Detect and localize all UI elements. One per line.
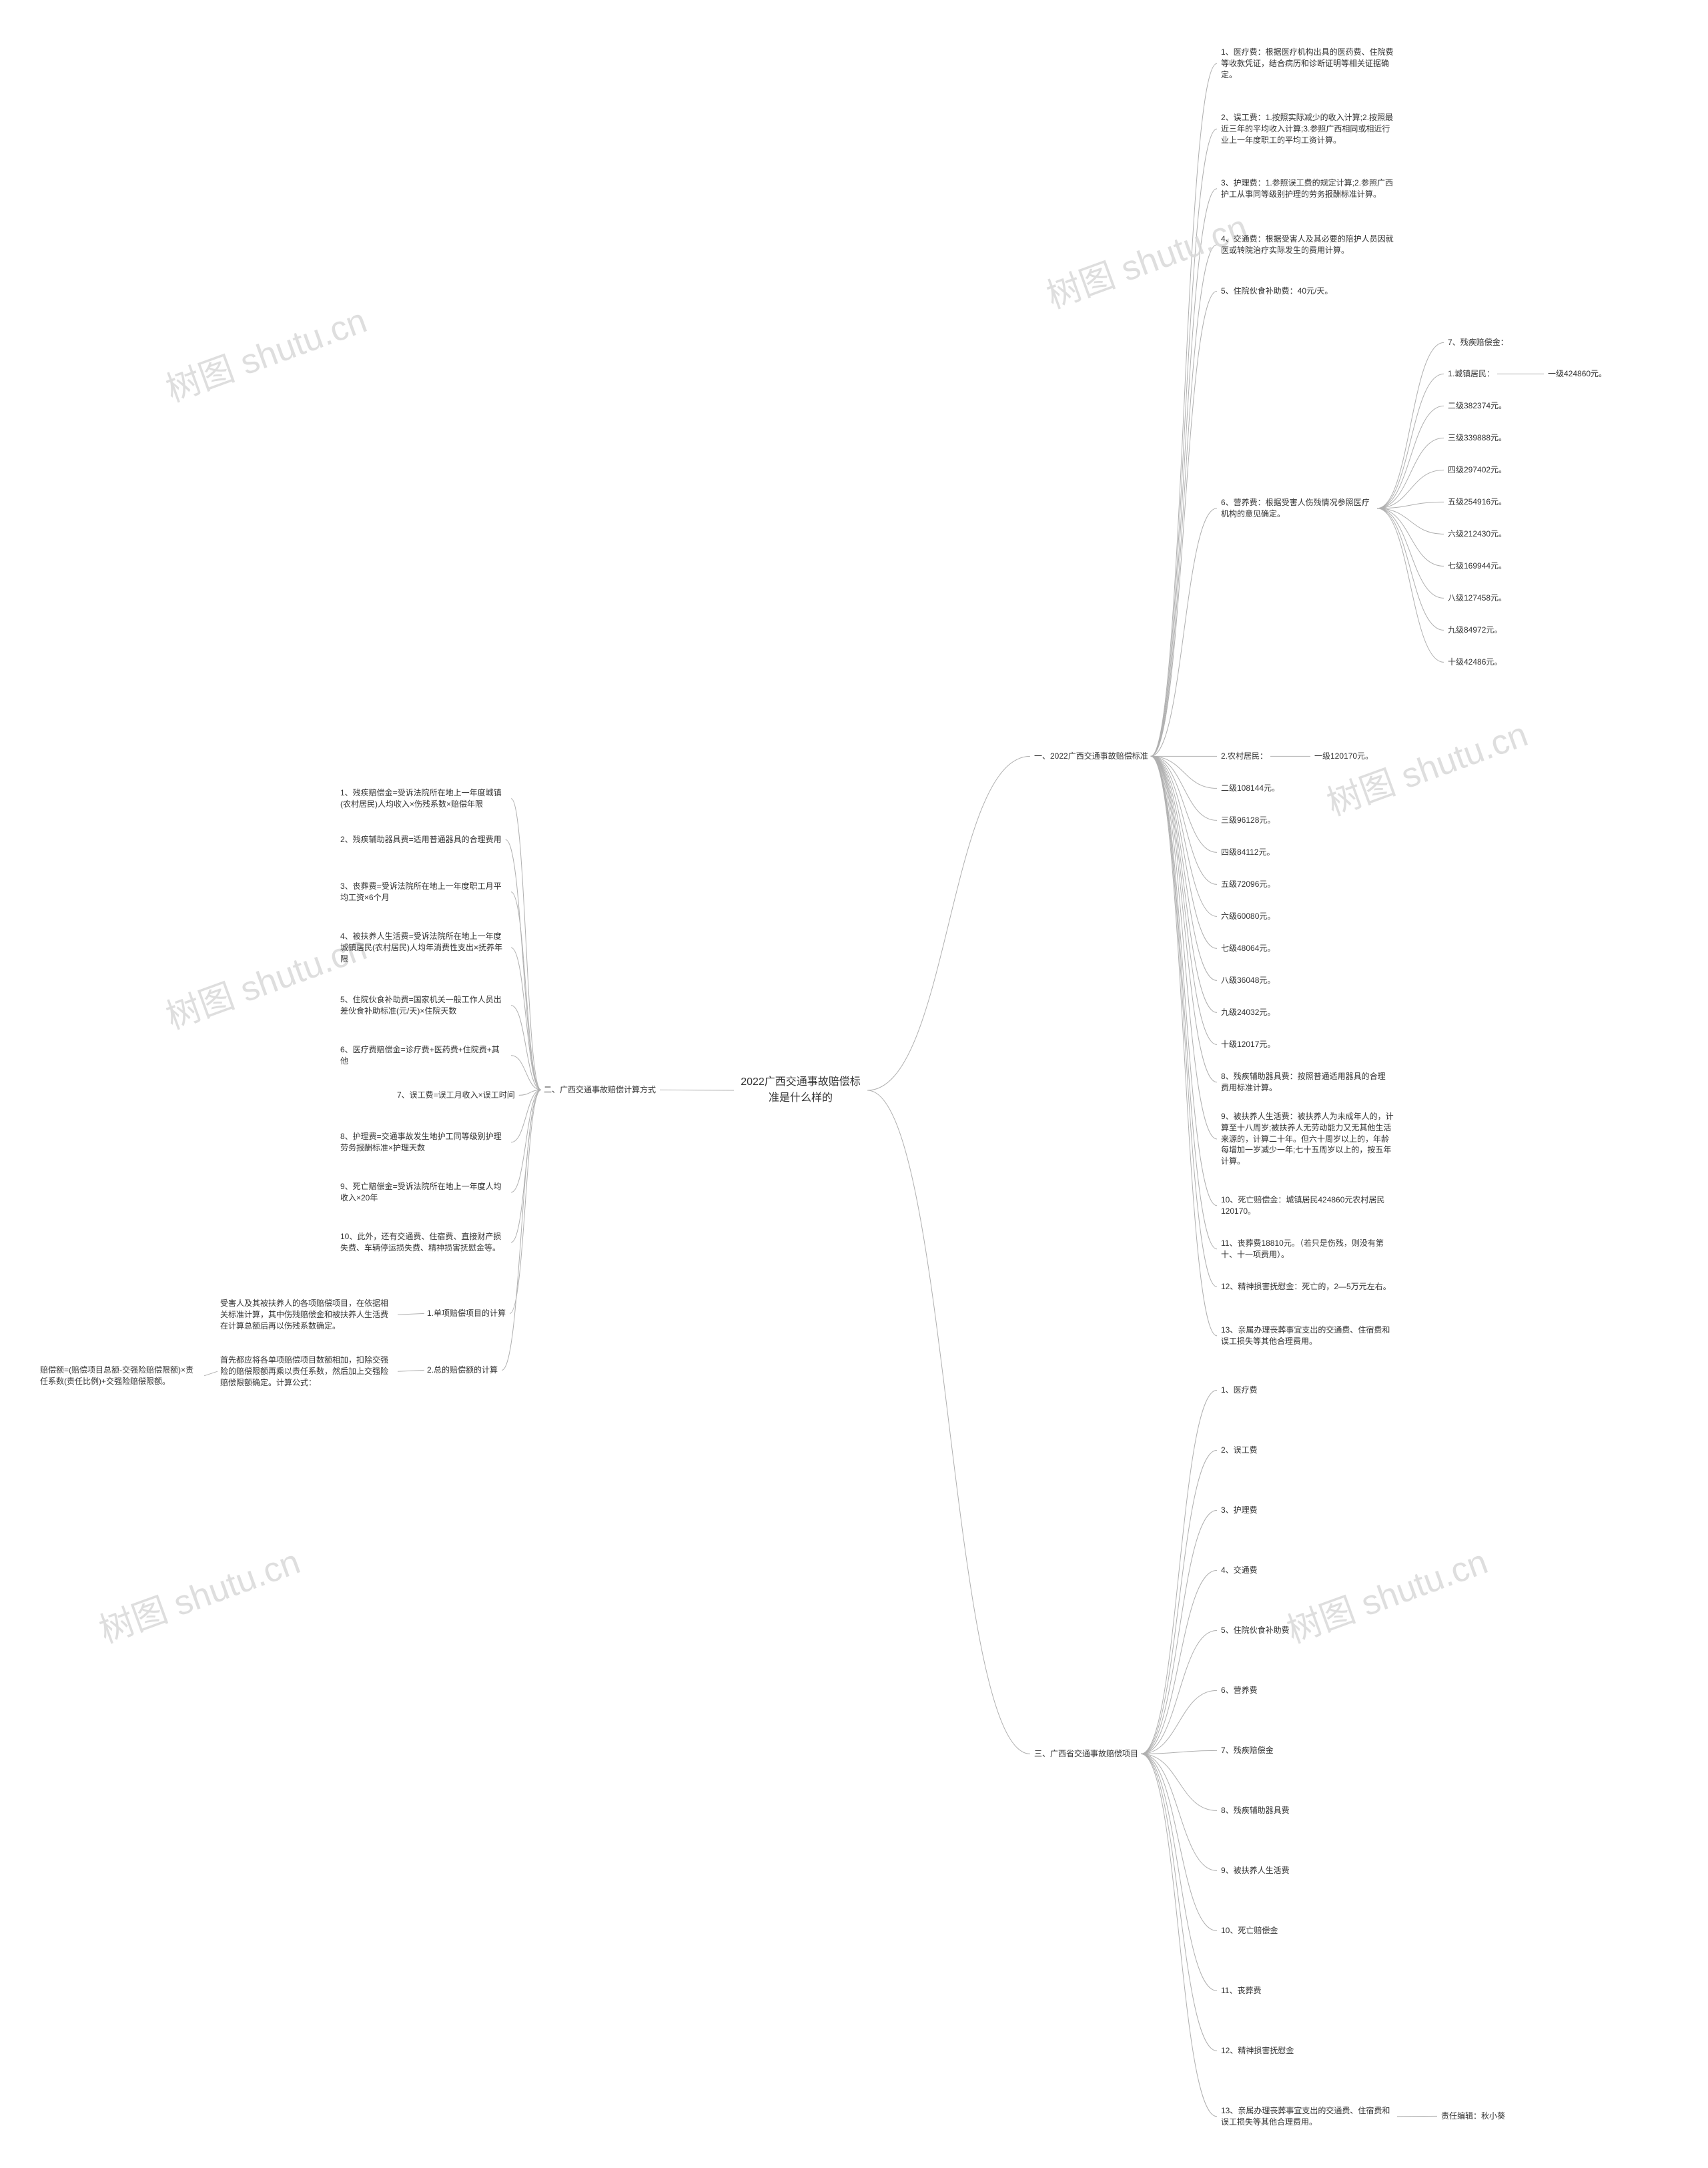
urban-level: 一级424860元。 [1548, 368, 1607, 380]
section-1-tail: 11、丧葬费18810元。（若只是伤残，则没有第十、十一项费用）。 [1221, 1238, 1394, 1260]
section-2-item: 9、死亡赔偿金=受诉法院所在地上一年度人均收入×20年 [340, 1181, 507, 1204]
section-2-title: 二、广西交通事故赔偿计算方式 [544, 1084, 656, 1096]
section-2-sub2-label: 2.总的赔偿额的计算 [427, 1365, 498, 1376]
watermark: 树图 shutu.cn [1279, 1533, 1494, 1652]
urban-level: 三级339888元。 [1448, 432, 1507, 444]
section-1-tail: 8、残疾辅助器具费：按照普通适用器具的合理费用标准计算。 [1221, 1071, 1388, 1094]
section-3-title: 三、广西省交通事故赔偿项目 [1034, 1748, 1138, 1760]
rural-level: 一级120170元。 [1314, 751, 1373, 762]
disability-rural: 2.农村居民： [1221, 751, 1268, 762]
rural-level: 七级48064元。 [1221, 943, 1275, 954]
section-1-item: 5、住院伙食补助费：40元/天。 [1221, 286, 1332, 297]
rural-level: 六级60080元。 [1221, 911, 1275, 922]
section-3-item: 1、医疗费 [1221, 1385, 1258, 1396]
section-1-item: 4、交通费：根据受害人及其必要的陪护人员因就医或转院治疗实际发生的费用计算。 [1221, 234, 1394, 256]
section-3-item: 11、丧葬费 [1221, 1985, 1261, 1997]
section-3-item: 3、护理费 [1221, 1505, 1258, 1516]
section-3-editor: 责任编辑：秋小葵 [1441, 2111, 1505, 2122]
section-1-tail: 9、被扶养人生活费：被扶养人为未成年人的，计算至十八周岁;被扶养人无劳动能力又无… [1221, 1111, 1394, 1167]
section-3-item: 7、残疾赔偿金 [1221, 1745, 1274, 1756]
section-2-item: 5、住院伙食补助费=国家机关一般工作人员出差伙食补助标准(元/天)×住院天数 [340, 994, 507, 1017]
section-2-item: 2、残疾辅助器具费=适用普通器具的合理费用 [340, 834, 502, 845]
disability-title: 7、残疾赔偿金： [1448, 337, 1509, 348]
section-2-sub1-detail: 受害人及其被扶养人的各项赔偿项目，在依据相关标准计算，其中伤残赔偿金和被扶养人生… [220, 1298, 394, 1331]
section-1-tail: 13、亲属办理丧葬事宜支出的交通费、住宿费和误工损失等其他合理费用。 [1221, 1325, 1394, 1347]
section-3-item: 10、死亡赔偿金 [1221, 1925, 1278, 1936]
section-1-item: 6、营养费：根据受害人伤残情况参照医疗机构的意见确定。 [1221, 497, 1374, 520]
urban-level: 八级127458元。 [1448, 593, 1507, 604]
urban-level: 五级254916元。 [1448, 496, 1507, 508]
section-3-item: 5、住院伙食补助费 [1221, 1625, 1290, 1636]
section-3-item: 4、交通费 [1221, 1565, 1258, 1576]
watermark: 树图 shutu.cn [1319, 706, 1534, 825]
section-3-item: 9、被扶养人生活费 [1221, 1865, 1290, 1876]
rural-level: 二级108144元。 [1221, 783, 1280, 794]
rural-level: 九级24032元。 [1221, 1007, 1275, 1018]
section-2-item: 10、此外，还有交通费、住宿费、直接财产损失费、车辆停运损失费、精神损害抚慰金等… [340, 1231, 507, 1254]
section-2-item: 8、护理费=交通事故发生地护工同等级别护理劳务报酬标准×护理天数 [340, 1131, 507, 1154]
section-2-sub2-detail: 首先都应将各单项赔偿项目数额相加，扣除交强险的赔偿限额再乘以责任系数，然后加上交… [220, 1355, 394, 1388]
urban-level: 二级382374元。 [1448, 400, 1507, 412]
urban-level: 十级42486元。 [1448, 657, 1502, 668]
section-1-item: 3、护理费：1.参照误工费的规定计算;2.参照广西护工从事同等级别护理的劳务报酬… [1221, 177, 1394, 200]
rural-level: 五级72096元。 [1221, 879, 1275, 890]
section-2-sub1-label: 1.单项赔偿项目的计算 [427, 1308, 506, 1319]
section-2-item: 1、残疾赔偿金=受诉法院所在地上一年度城镇(农村居民)人均收入×伤残系数×赔偿年… [340, 787, 507, 810]
urban-level: 六级212430元。 [1448, 528, 1507, 540]
section-1-tail: 12、精神损害抚慰金：死亡的，2—5万元左右。 [1221, 1281, 1391, 1293]
root-node: 2022广西交通事故赔偿标 准是什么样的 [734, 1074, 867, 1106]
watermark: 树图 shutu.cn [1039, 199, 1254, 318]
section-1-tail: 10、死亡赔偿金：城镇居民424860元农村居民120170。 [1221, 1194, 1394, 1217]
disability-urban: 1.城镇居民： [1448, 368, 1494, 380]
section-3-item: 13、亲属办理丧葬事宜支出的交通费、住宿费和误工损失等其他合理费用。 [1221, 2105, 1394, 2128]
section-2-sub2-formula: 赔偿额=(赔偿项目总额-交强险赔偿限额)×责任系数(责任比例)+交强险赔偿限额。 [40, 1365, 200, 1387]
rural-level: 十级12017元。 [1221, 1039, 1275, 1050]
section-1-title: 一、2022广西交通事故赔偿标准 [1034, 751, 1148, 762]
section-2-item: 4、被扶养人生活费=受诉法院所在地上一年度城镇居民(农村居民)人均年消费性支出×… [340, 931, 507, 964]
watermark: 树图 shutu.cn [158, 292, 373, 411]
section-3-item: 6、营养费 [1221, 1685, 1258, 1696]
urban-level: 四级297402元。 [1448, 464, 1507, 476]
section-3-item: 8、残疾辅助器具费 [1221, 1805, 1290, 1816]
section-2-item: 6、医疗费赔偿金=诊疗费+医药费+住院费+其他 [340, 1044, 507, 1067]
section-2-item: 7、误工费=误工月收入×误工时间 [397, 1090, 515, 1101]
urban-level: 九级84972元。 [1448, 625, 1502, 636]
rural-level: 八级36048元。 [1221, 975, 1275, 986]
watermark: 树图 shutu.cn [91, 1533, 306, 1652]
section-3-item: 12、精神损害抚慰金 [1221, 2045, 1294, 2057]
urban-level: 七级169944元。 [1448, 561, 1507, 572]
rural-level: 三级96128元。 [1221, 815, 1275, 826]
section-1-item: 1、医疗费：根据医疗机构出具的医药费、住院费等收款凭证，结合病历和诊断证明等相关… [1221, 47, 1394, 80]
rural-level: 四级84112元。 [1221, 847, 1274, 858]
section-3-item: 2、误工费 [1221, 1445, 1258, 1456]
section-2-item: 3、丧葬费=受诉法院所在地上一年度职工月平均工资×6个月 [340, 881, 507, 904]
section-1-item: 2、误工费：1.按照实际减少的收入计算;2.按照最近三年的平均收入计算;3.参照… [1221, 112, 1394, 145]
